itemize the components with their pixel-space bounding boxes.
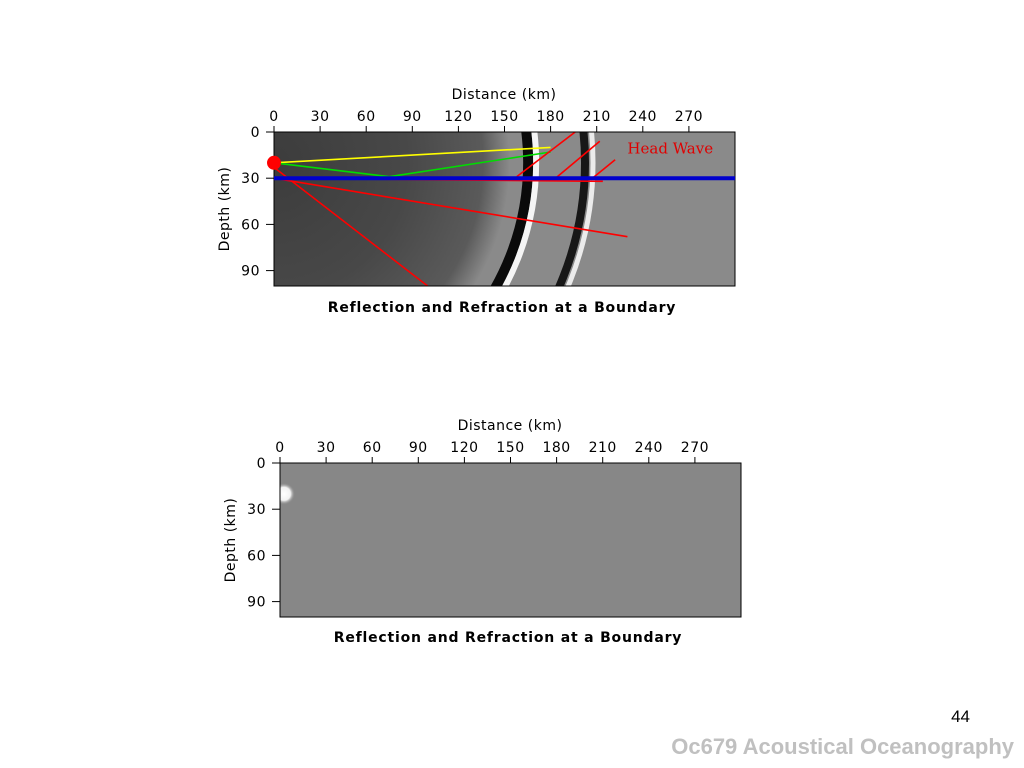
- x-axis-label: Distance (km): [452, 87, 557, 103]
- x-axis-ticks: 0 30 60 90 120 150 180 210 240 270: [275, 440, 709, 463]
- wavefield-background: [280, 463, 741, 617]
- ray-direct: [274, 146, 551, 164]
- x-tick-label: 150: [496, 440, 524, 456]
- x-tick-label: 60: [363, 440, 382, 456]
- wavefront-ring: [555, 132, 589, 286]
- ray-head-1: [516, 132, 576, 178]
- y-axis-ticks: 0 30 60 90: [247, 456, 280, 611]
- wavefront-ring: [490, 132, 534, 286]
- y-tick-label: 60: [241, 217, 260, 233]
- x-tick-label: 150: [490, 109, 518, 125]
- chart-title: Reflection and Refraction at a Boundary: [334, 630, 682, 646]
- wavefront-ring: [565, 132, 596, 286]
- footer-course-title: Oc679 Acoustical Oceanography: [671, 734, 1014, 759]
- x-tick-label: 270: [675, 109, 703, 125]
- x-tick-label: 240: [629, 109, 657, 125]
- ray-head-2: [553, 140, 601, 181]
- source-marker: [267, 155, 281, 170]
- y-axis-label: Depth (km): [217, 167, 233, 252]
- y-tick-label: 90: [241, 264, 260, 280]
- x-tick-label: 90: [409, 440, 428, 456]
- x-tick-label: 30: [317, 440, 336, 456]
- y-tick-label: 30: [247, 502, 266, 518]
- y-axis-label: Depth (km): [223, 498, 239, 583]
- x-tick-label: 0: [269, 109, 278, 125]
- x-tick-label: 180: [542, 440, 570, 456]
- x-tick-label: 30: [311, 109, 330, 125]
- x-tick-label: 240: [635, 440, 663, 456]
- y-tick-label: 60: [247, 548, 266, 564]
- x-tick-label: 120: [444, 109, 472, 125]
- ray-transmitted: [274, 166, 429, 286]
- plot-area-2: [280, 463, 741, 617]
- x-axis-ticks: 0 30 60 90 120 150 180 210 240 270: [269, 109, 703, 132]
- y-tick-label: 0: [257, 456, 266, 472]
- x-tick-label: 180: [536, 109, 564, 125]
- y-tick-label: 0: [251, 125, 260, 141]
- page-number: 44: [951, 707, 970, 726]
- x-tick-label: 0: [275, 440, 284, 456]
- x-tick-label: 60: [357, 109, 376, 125]
- x-axis-label: Distance (km): [458, 418, 563, 434]
- x-tick-label: 270: [681, 440, 709, 456]
- y-tick-label: 90: [247, 595, 266, 611]
- x-tick-label: 210: [583, 109, 611, 125]
- x-tick-label: 90: [403, 109, 422, 125]
- plot-area-1: [274, 132, 735, 286]
- source-marker: [280, 482, 295, 505]
- x-tick-label: 120: [450, 440, 478, 456]
- y-axis-ticks: 0 30 60 90: [241, 125, 274, 280]
- head-wave-label: Head Wave: [627, 140, 713, 158]
- ray-reflected: [274, 177, 628, 238]
- y-tick-label: 30: [241, 171, 260, 187]
- x-tick-label: 210: [589, 440, 617, 456]
- chart-title: Reflection and Refraction at a Boundary: [328, 300, 676, 316]
